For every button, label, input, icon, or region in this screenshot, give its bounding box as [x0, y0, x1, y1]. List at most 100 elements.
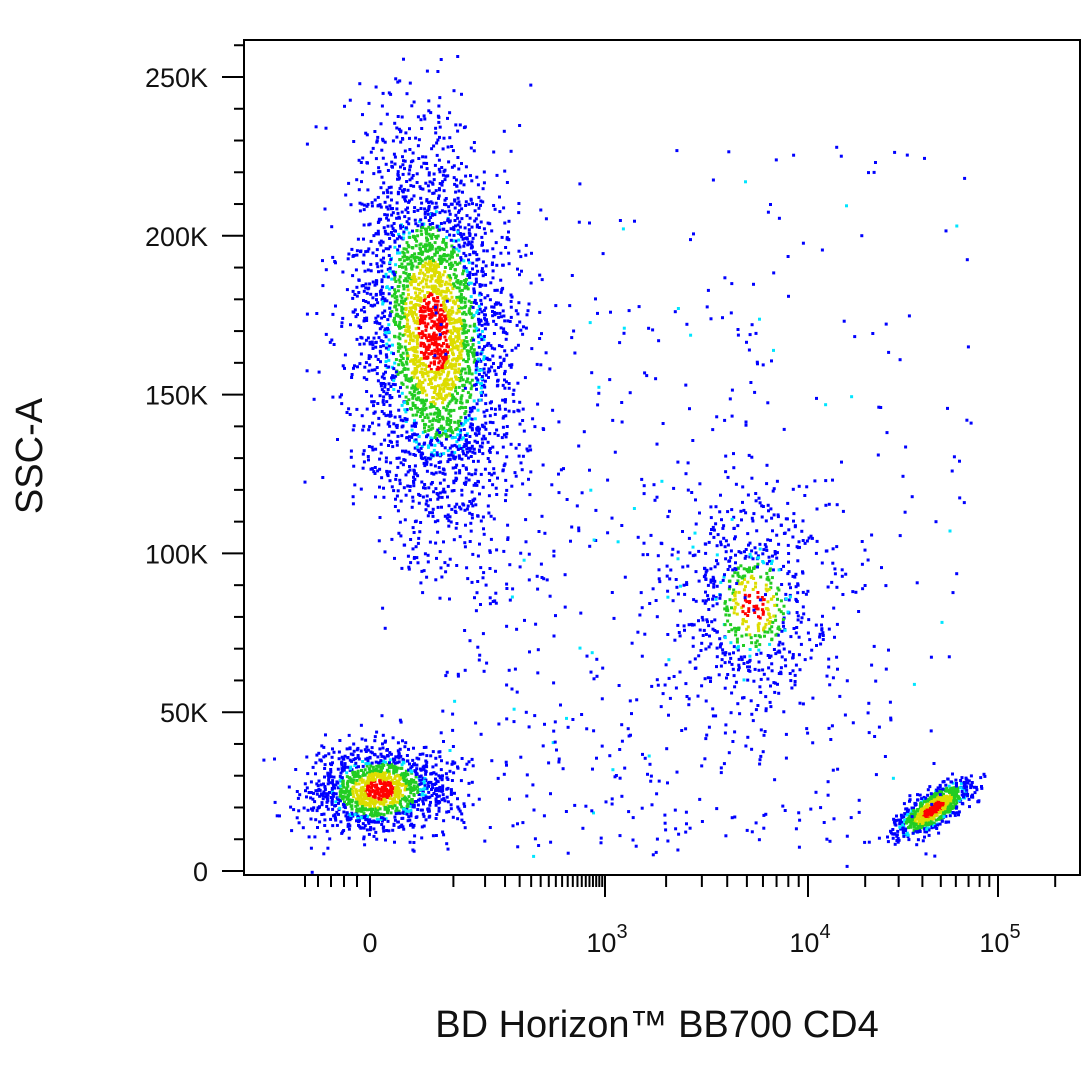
event-dot — [317, 806, 321, 809]
event-dot — [456, 448, 460, 451]
event-dot — [454, 465, 458, 469]
event-dot — [389, 752, 393, 756]
event-dot — [419, 350, 423, 354]
event-dot — [328, 340, 332, 344]
event-dot — [262, 758, 266, 762]
event-dot — [394, 755, 398, 759]
event-dot — [397, 232, 401, 236]
event-dot — [388, 782, 392, 786]
event-dot — [428, 540, 432, 544]
event-dot — [451, 317, 455, 321]
event-dot — [377, 336, 381, 340]
event-dot — [361, 466, 365, 470]
event-dot — [398, 520, 402, 524]
event-dot — [374, 767, 378, 771]
event-dot — [403, 197, 407, 201]
event-dot — [433, 241, 437, 245]
event-dot — [424, 772, 428, 776]
event-dot — [362, 800, 366, 804]
event-dot — [502, 206, 506, 210]
event-dot — [683, 628, 686, 632]
event-dot — [459, 280, 463, 284]
event-dot — [467, 309, 471, 313]
event-dot — [359, 723, 363, 727]
event-dot — [452, 246, 456, 250]
event-dot — [353, 757, 357, 761]
event-dot — [468, 276, 472, 280]
event-dot — [458, 469, 462, 473]
event-dot — [449, 790, 453, 794]
event-dot — [503, 407, 507, 411]
event-dot — [384, 838, 387, 842]
event-dot — [326, 846, 330, 850]
event-dot — [419, 247, 422, 251]
event-dot — [356, 815, 360, 819]
event-dot — [398, 343, 402, 347]
event-dot — [772, 614, 776, 618]
event-dot — [454, 239, 458, 243]
event-dot — [529, 281, 533, 285]
event-dot — [366, 202, 370, 206]
event-dot — [484, 427, 488, 431]
event-dot — [439, 788, 443, 792]
event-dot — [370, 761, 374, 765]
event-dot — [315, 792, 319, 796]
event-dot — [437, 800, 440, 803]
event-dot — [369, 779, 373, 783]
event-dot — [740, 606, 744, 610]
event-dot — [697, 619, 700, 623]
event-dot — [458, 282, 462, 286]
event-dot — [379, 381, 383, 385]
event-dot — [380, 325, 384, 329]
event-dot — [352, 742, 356, 746]
event-dot — [363, 269, 367, 273]
event-dot — [370, 201, 374, 205]
event-dot — [746, 532, 750, 536]
event-dot — [423, 423, 427, 427]
event-dot — [477, 317, 480, 321]
event-dot — [459, 353, 463, 357]
event-dot — [372, 411, 376, 415]
event-dot — [441, 240, 445, 244]
event-dot — [429, 307, 433, 311]
event-dot — [414, 406, 418, 410]
event-dot — [477, 658, 481, 662]
event-dot — [490, 400, 493, 404]
event-dot — [398, 187, 402, 190]
event-dot — [436, 281, 440, 284]
event-dot — [398, 776, 402, 780]
event-dot — [415, 339, 419, 343]
event-dot — [362, 835, 366, 839]
event-dot — [376, 321, 379, 325]
event-dot — [792, 519, 795, 523]
event-dot — [411, 547, 415, 551]
event-dot — [341, 270, 345, 274]
event-dot — [483, 385, 487, 389]
event-dot — [453, 182, 457, 186]
event-dot — [365, 377, 369, 381]
event-dot — [758, 643, 762, 647]
event-dot — [416, 474, 420, 478]
event-dot — [387, 420, 391, 424]
event-dot — [507, 382, 511, 385]
event-dot — [733, 571, 737, 575]
event-dot — [743, 550, 746, 554]
event-dot — [408, 484, 412, 488]
event-dot — [659, 541, 663, 545]
event-dot — [499, 315, 503, 319]
event-dot — [335, 780, 339, 784]
event-dot — [340, 763, 344, 767]
event-dot — [808, 638, 812, 642]
event-dot — [769, 586, 773, 590]
event-dot — [458, 535, 462, 539]
event-dot — [438, 481, 442, 485]
event-dot — [712, 577, 716, 581]
event-dot — [362, 837, 366, 841]
event-dot — [432, 263, 436, 267]
event-dot — [322, 812, 326, 816]
event-dot — [391, 374, 395, 378]
event-dot — [360, 308, 363, 312]
event-dot — [536, 402, 540, 406]
event-dot — [406, 367, 410, 371]
event-dot — [456, 196, 460, 200]
